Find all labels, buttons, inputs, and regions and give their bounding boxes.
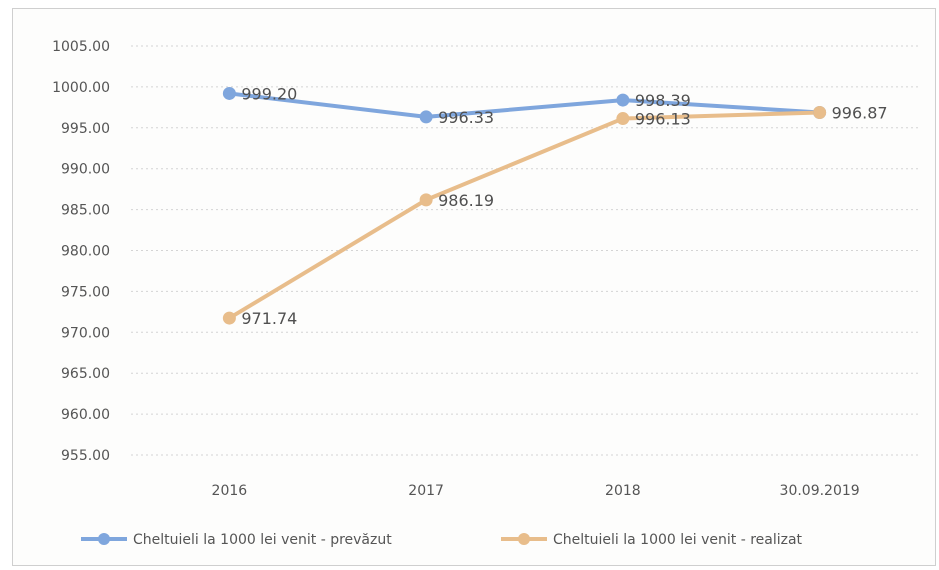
y-tick-label: 1000.00: [52, 80, 110, 96]
series-1-point: [419, 110, 433, 124]
y-tick-label: 1005.00: [52, 39, 110, 55]
y-axis: 955.00 960.00 965.00 970.00 975.00 980.00 985.…: [52, 39, 110, 464]
y-tick-label: 970.00: [61, 325, 110, 341]
legend: Cheltuieli la 1000 lei venit - prevăzut C…: [81, 532, 803, 548]
series-2-point: [616, 112, 630, 126]
y-tick-label: 955.00: [61, 448, 110, 464]
series-line-2: [227, 110, 822, 321]
data-label: 986.19: [438, 191, 494, 210]
series-2-point: [813, 106, 827, 120]
y-tick-label: 965.00: [61, 366, 110, 382]
x-tick-label: 2016: [212, 483, 248, 499]
y-tick-label: 995.00: [61, 121, 110, 137]
data-label: 996.33: [438, 108, 494, 127]
data-label: 996.87: [832, 104, 888, 123]
y-tick-label: 960.00: [61, 407, 110, 423]
series-lines: [227, 91, 822, 321]
line-chart: 955.00 960.00 965.00 970.00 975.00 980.00 985.…: [52, 39, 918, 548]
x-tick-label: 2018: [605, 483, 641, 499]
series-line-1: [227, 91, 822, 119]
legend-marker-2: [518, 533, 530, 545]
data-label: 998.39: [635, 91, 691, 110]
data-label: 996.13: [635, 110, 691, 129]
y-tick-label: 985.00: [61, 203, 110, 219]
chart-frame: 955.00 960.00 965.00 970.00 975.00 980.00 985.…: [12, 8, 936, 566]
series-1-point: [222, 86, 236, 100]
y-tick-label: 990.00: [61, 162, 110, 178]
x-tick-label: 2017: [408, 483, 444, 499]
legend-marker-1: [98, 533, 110, 545]
x-axis: 2016 2017 2018 30.09.2019: [212, 483, 860, 499]
y-tick-label: 975.00: [61, 284, 110, 300]
legend-label-2: Cheltuieli la 1000 lei venit - realizat: [553, 532, 803, 548]
x-tick-label: 30.09.2019: [780, 483, 860, 499]
data-labels: 999.20 996.33 998.39 971.74 986.19 996.13 996.…: [241, 84, 887, 328]
series-points: [222, 86, 827, 325]
gridlines: [131, 45, 918, 456]
data-label: 999.20: [241, 84, 297, 103]
y-tick-label: 980.00: [61, 244, 110, 260]
series-1-point: [616, 93, 630, 107]
legend-label-1: Cheltuieli la 1000 lei venit - prevăzut: [133, 532, 392, 548]
series-2-point: [222, 311, 236, 325]
series-2-point: [419, 193, 433, 207]
data-label: 971.74: [241, 309, 297, 328]
